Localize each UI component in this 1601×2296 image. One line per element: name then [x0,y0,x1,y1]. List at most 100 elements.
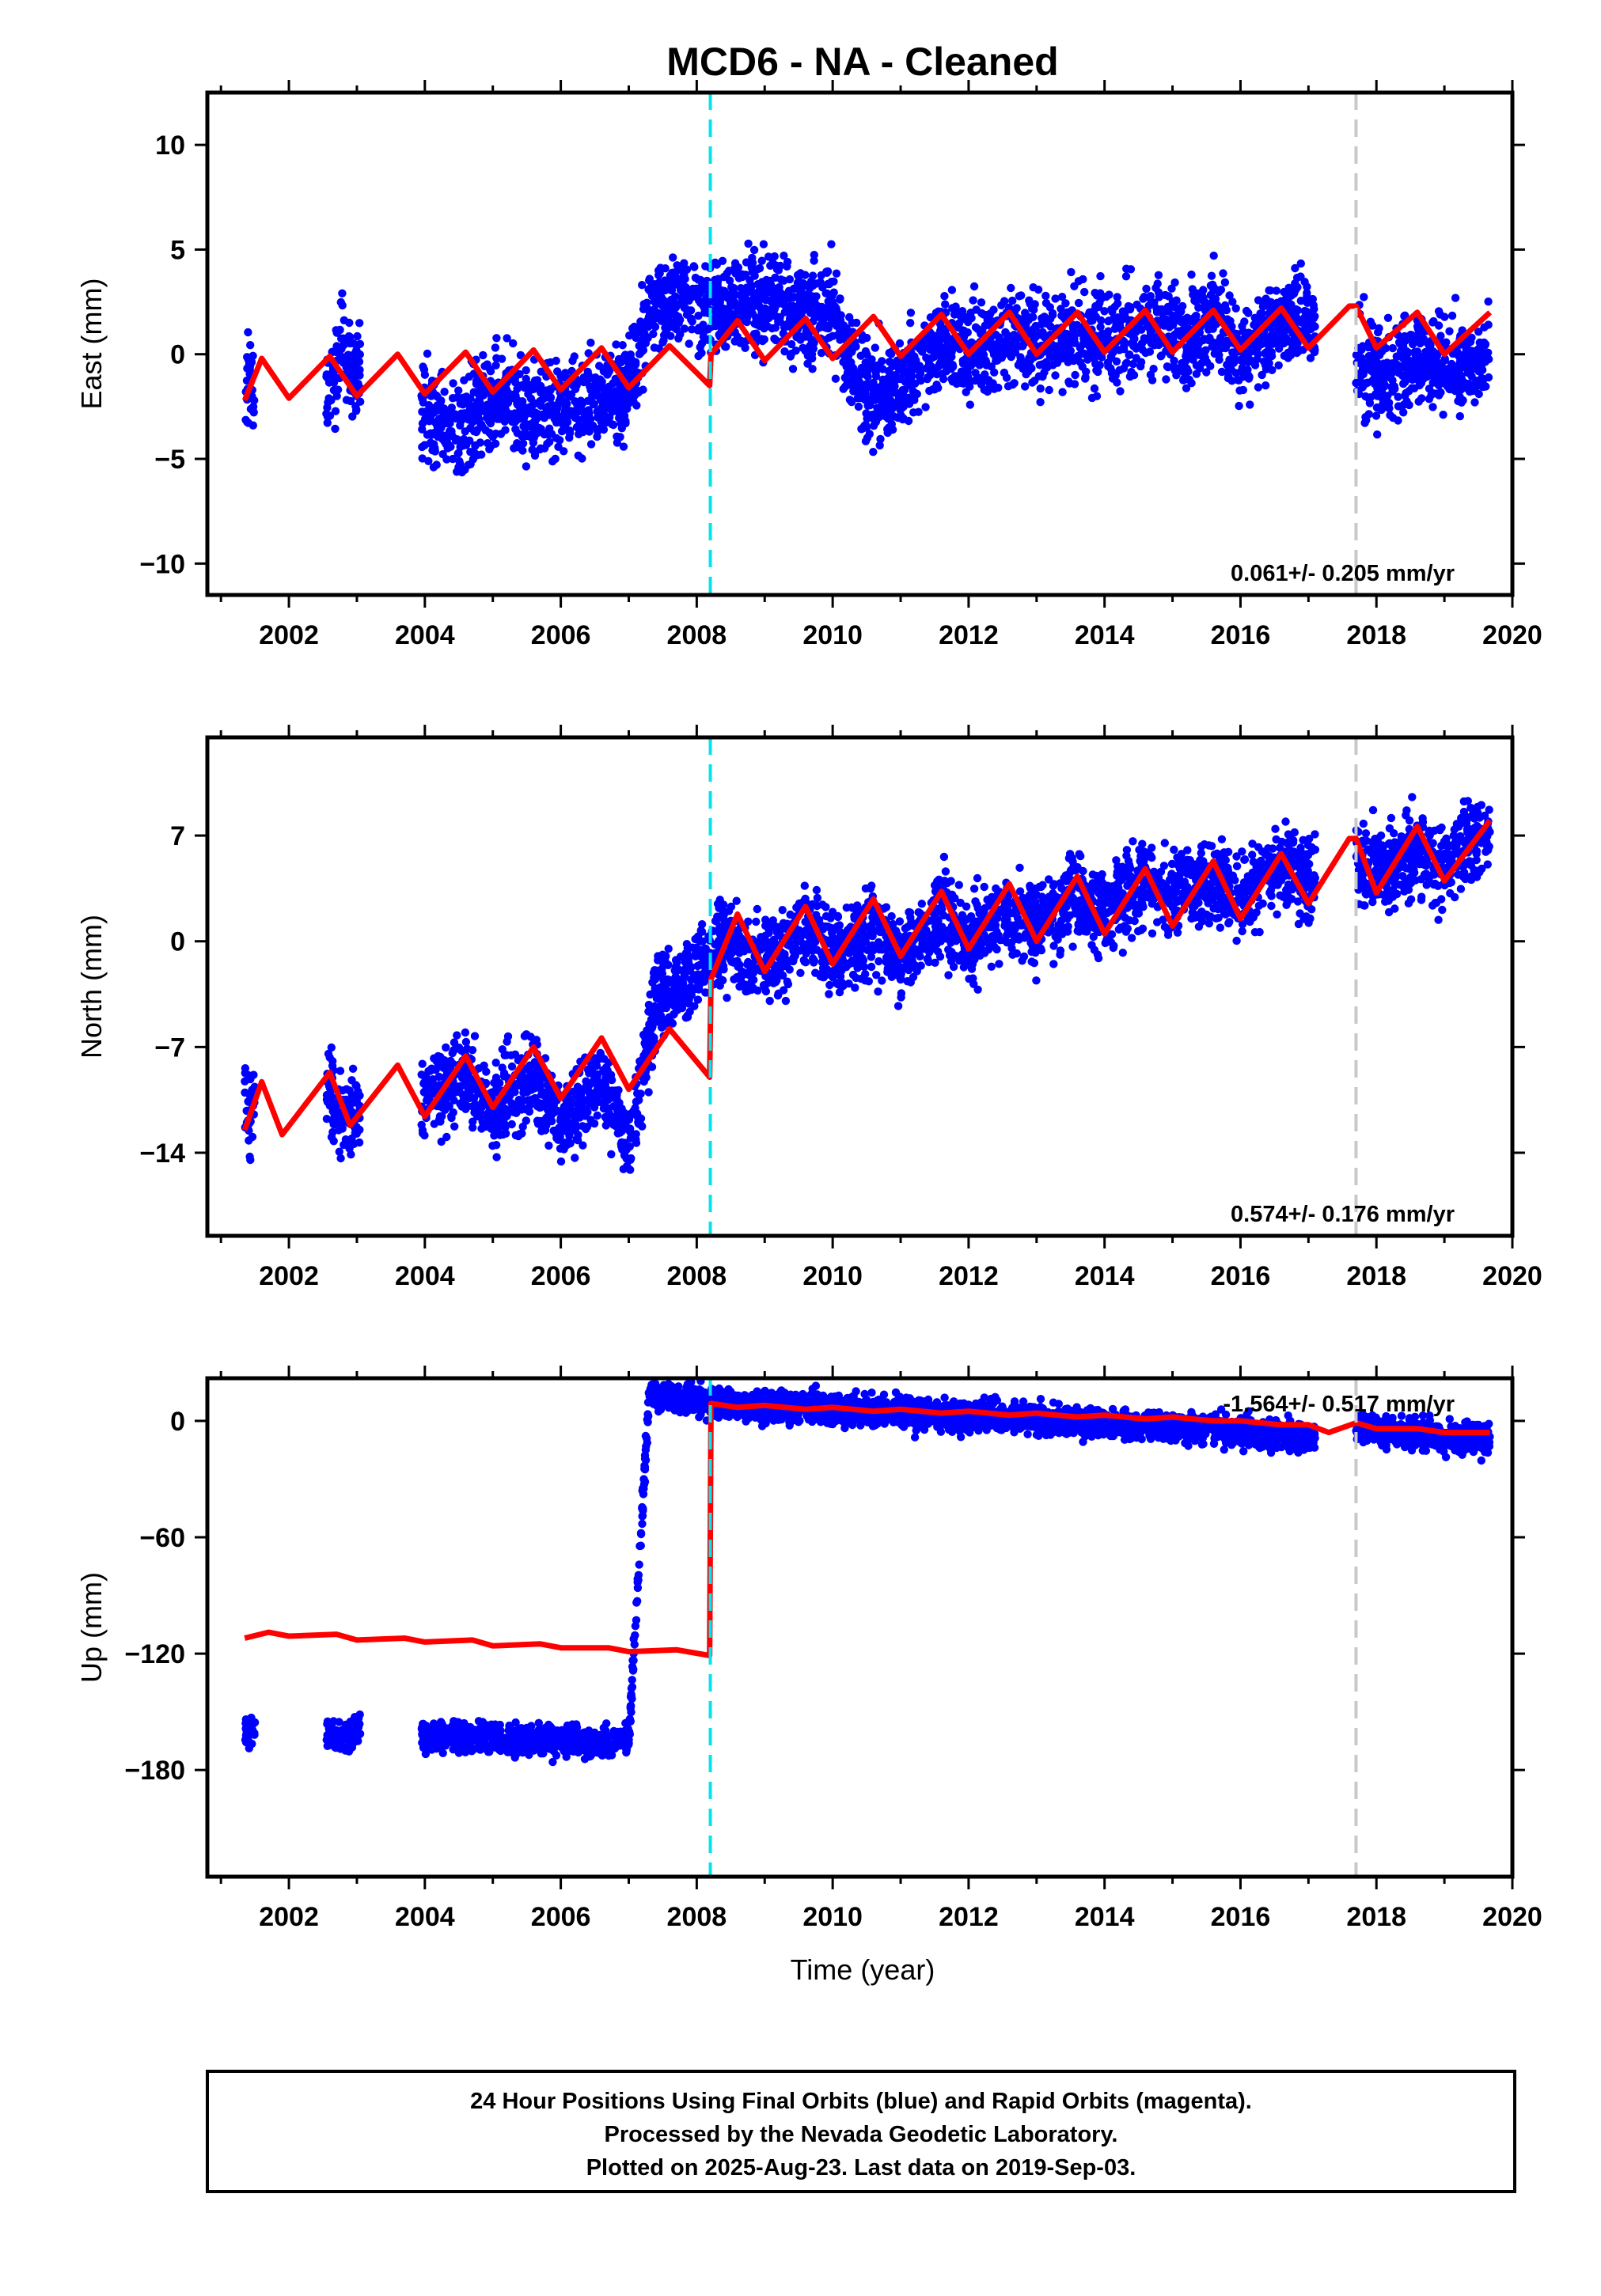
data-point [241,1077,249,1086]
data-point [1219,269,1227,278]
data-point [1015,887,1025,896]
data-point [1197,358,1206,368]
data-point [655,269,664,278]
x-tick-label: 2004 [395,620,455,650]
data-point [1113,313,1122,322]
data-point [1372,381,1381,390]
data-point [1057,335,1066,344]
data-point [863,350,871,359]
data-point [885,348,893,358]
data-point [596,375,605,384]
data-point [744,302,753,311]
data-point [1197,289,1206,297]
data-point [678,288,687,297]
data-point [491,343,500,352]
data-point [1004,303,1014,312]
data-point [576,396,586,405]
data-point [1021,382,1030,391]
data-point [626,350,635,359]
data-point [579,1141,587,1150]
data-point [869,422,878,430]
data-point [1280,351,1289,360]
data-point [1147,339,1156,348]
data-point [1235,401,1243,411]
data-point [1174,315,1183,324]
data-point [423,1093,432,1103]
data-point [808,336,817,345]
data-point [711,275,719,284]
data-point [982,376,992,385]
data-point [916,344,924,354]
data-point [1074,277,1083,286]
data-point [1220,278,1230,287]
data-point [847,358,856,367]
data-point [869,378,878,388]
data-point [757,278,767,286]
data-point [596,1048,605,1058]
data-point [1261,333,1269,342]
data-point [1080,287,1089,297]
data-point [1455,358,1464,367]
data-point [355,339,365,348]
data-point [241,415,250,424]
data-point [822,324,831,332]
data-point [1041,291,1050,301]
data-point [1047,353,1056,362]
data-point [339,353,347,362]
data-point [618,341,627,350]
data-point [786,352,795,361]
data-point [353,332,362,341]
data-point [680,324,689,333]
data-point [1122,264,1131,273]
data-point [612,387,620,396]
data-point [1187,270,1196,279]
data-point [418,1059,427,1068]
data-point [352,356,361,365]
data-point [1296,259,1306,268]
data-point [1254,383,1263,392]
data-point [1182,384,1191,392]
data-point [1105,290,1113,299]
data-point [507,1120,516,1129]
data-point [491,1059,500,1067]
data-point [461,427,469,436]
data-point [966,382,974,391]
data-point [529,438,538,447]
data-point [1443,382,1452,391]
data-point [329,1137,338,1146]
data-point [345,318,354,328]
data-point [1254,350,1262,358]
data-point [890,412,898,421]
data-point [528,445,537,454]
data-point [783,257,792,267]
data-point [808,271,818,280]
data-point [1154,339,1163,347]
data-point [862,409,871,418]
data-point [348,1064,358,1074]
x-tick-label: 2008 [667,620,727,650]
data-point [556,1157,566,1166]
data-point [816,278,825,286]
data-point [1296,297,1306,305]
data-point [1228,297,1237,306]
data-point [791,347,800,355]
data-point [747,263,756,272]
data-point [1457,375,1466,384]
data-point [912,389,922,399]
data-point [1417,394,1426,403]
data-point [833,331,842,339]
data-point [1258,370,1266,380]
data-point [545,438,554,446]
data-point [608,420,616,429]
data-point [520,1086,529,1096]
data-point [600,400,609,409]
data-point [1428,388,1438,398]
data-point [533,1102,542,1111]
data-point [893,356,901,366]
data-point [522,462,531,471]
data-point [992,355,1001,365]
data-point [954,319,964,328]
data-point [1125,350,1133,359]
data-point [960,314,969,323]
data-point [973,873,982,883]
